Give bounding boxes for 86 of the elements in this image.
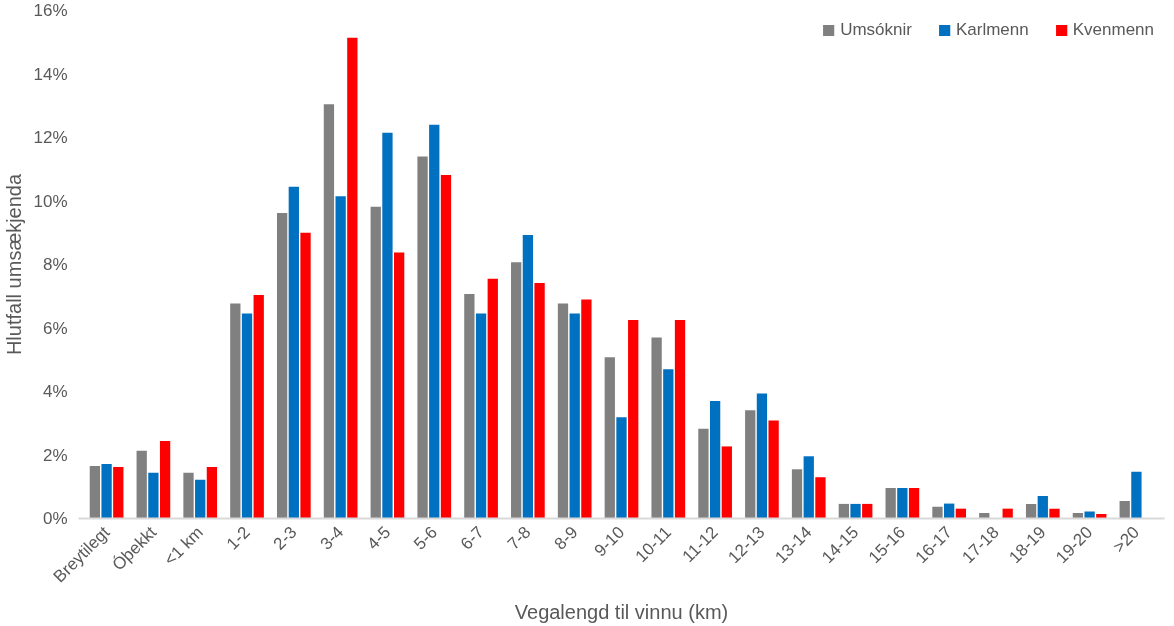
y-tick-label: 4% [42,382,68,401]
bar [908,488,920,519]
legend-label: Umsóknir [840,20,912,40]
y-tick-label: 16% [33,1,68,20]
bar [838,503,849,519]
bar [417,156,428,519]
y-tick-label: 10% [33,191,68,211]
bar [113,467,124,519]
bar [253,294,264,519]
x-tick-label: 6-7 [456,522,488,554]
bar [487,278,498,519]
bar [464,294,475,519]
bar [136,450,147,519]
bar [440,174,452,519]
bar [745,410,756,519]
x-tick-label: 4-5 [363,522,395,554]
bar [323,104,335,519]
y-tick-label: 12% [33,128,68,147]
bar [674,320,686,519]
x-axis-title: Vegalengd til vinnu (km) [514,601,729,624]
bar [241,313,253,519]
bar [569,313,580,519]
bar [850,503,861,519]
bar [276,213,288,519]
y-tick-label: 2% [42,445,68,465]
bar [206,467,218,519]
bar [1025,503,1037,519]
y-tick-label: 0% [42,509,68,528]
bar [1049,508,1060,519]
bar [89,466,101,519]
bar [604,357,615,519]
bar [1119,501,1130,519]
bar [721,446,732,519]
bar [288,186,299,519]
bar [803,456,814,519]
bar [897,488,908,519]
bar [230,303,241,519]
bar [1131,471,1142,519]
bar [429,124,440,519]
x-tick-label: 8-9 [550,522,582,554]
bar [768,420,779,519]
bar [862,503,873,519]
bar [791,469,803,519]
bar [616,417,627,519]
bar [347,37,358,519]
bar [581,299,592,519]
y-tick-label: 8% [42,255,68,274]
bar [756,393,768,519]
bar [932,506,943,519]
bar [944,503,955,519]
y-tick-label: 14% [33,64,68,84]
bar [159,441,171,519]
bar [511,262,522,519]
bar [534,282,545,519]
bar [522,234,534,519]
x-tick-label: 3-4 [316,522,348,554]
bar [663,369,674,519]
bar [1084,511,1095,519]
y-axis-title: Hlutfall umsækjenda [3,173,26,356]
bar [885,488,896,519]
bar [1037,495,1048,519]
bar [651,337,662,519]
bar [370,206,381,519]
x-tick-label: 2-3 [269,522,301,554]
bar [183,472,194,519]
legend-label: Kvenmenn [1072,20,1154,40]
bar [101,463,112,519]
bar [148,472,159,519]
legend-label: Karlmenn [955,20,1029,40]
x-tick-label: 1-2 [222,522,254,554]
bar [300,232,311,519]
bar [557,303,569,519]
y-tick-label: 6% [42,318,68,338]
bar [709,401,721,519]
bar [698,428,709,519]
x-tick-label: <1 km [160,522,207,570]
x-tick-label: >20 [1109,522,1144,557]
x-tick-label: 7-8 [503,522,535,554]
bar [195,479,206,519]
bar [394,252,405,519]
bar [815,477,826,519]
bar [628,320,639,519]
bar [335,196,346,519]
bar [475,313,487,519]
bar [382,132,393,519]
x-tick-label: 5-6 [410,522,441,554]
